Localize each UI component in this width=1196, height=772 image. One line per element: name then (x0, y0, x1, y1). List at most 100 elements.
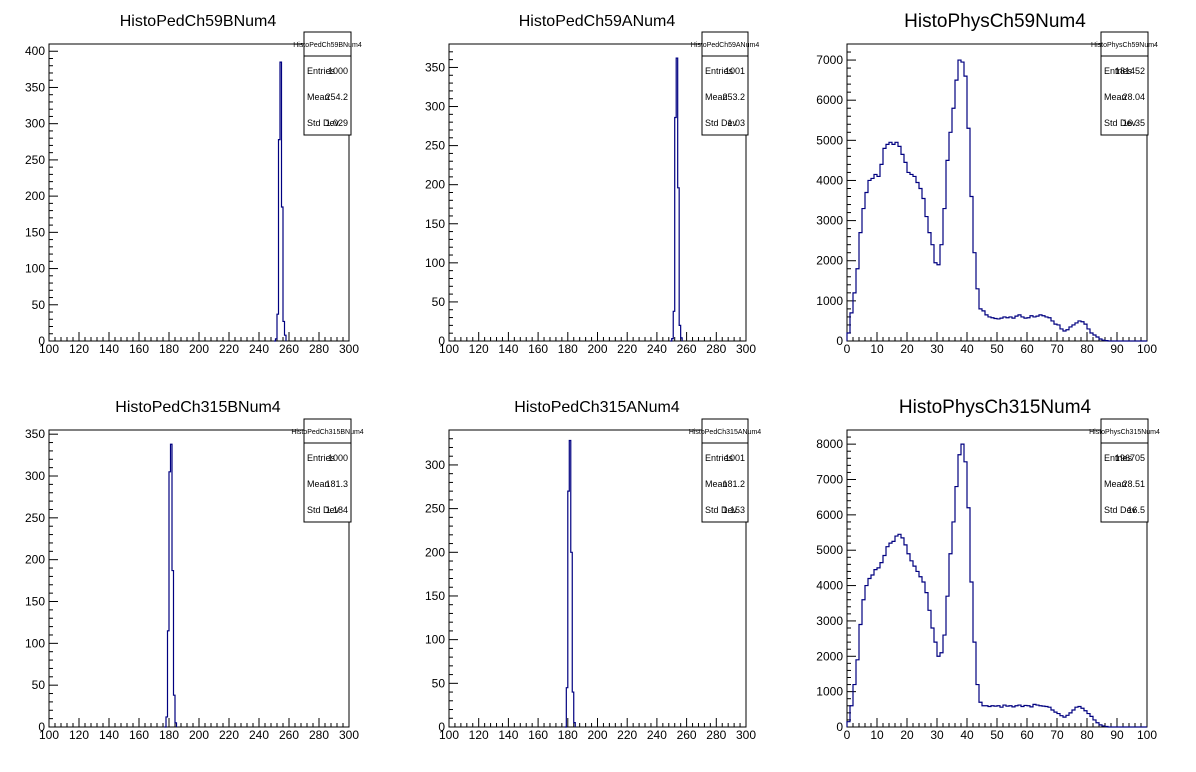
chart-title: HistoPedCh59BNum4 (120, 13, 277, 30)
plot-frame (448, 429, 747, 728)
y-tick-label: 6000 (816, 93, 843, 107)
stats-value: 16.5 (1127, 505, 1145, 515)
x-tick-label: 220 (219, 342, 239, 356)
x-tick-label: 260 (279, 342, 299, 356)
y-tick-label: 1000 (816, 294, 843, 308)
x-tick-label: 140 (498, 728, 518, 742)
x-tick-label: 260 (677, 728, 697, 742)
y-tick-label: 100 (25, 636, 45, 650)
stats-box-frame (1100, 31, 1149, 136)
x-tick-label: 140 (498, 342, 518, 356)
x-tick-label: 280 (706, 728, 726, 742)
x-tick-label: 40 (960, 728, 974, 742)
stats-value: 1001 (725, 66, 745, 76)
x-tick-label: 50 (990, 728, 1004, 742)
x-tick-label: 50 (990, 342, 1004, 356)
x-tick-label: 100 (39, 728, 59, 742)
y-tick-label: 300 (425, 458, 445, 472)
y-tick-label: 350 (425, 60, 445, 74)
x-tick-label: 180 (558, 342, 578, 356)
y-tick-label: 350 (25, 80, 45, 94)
x-tick-label: 120 (469, 342, 489, 356)
x-tick-label: 100 (1137, 342, 1157, 356)
stats-box-frame (303, 418, 352, 523)
stats-value: 16.35 (1122, 118, 1145, 128)
stats-label: Std Dev (1104, 505, 1137, 515)
y-tick-label: 2000 (816, 254, 843, 268)
x-tick-label: 260 (677, 342, 697, 356)
x-tick-label: 240 (647, 342, 667, 356)
x-tick-label: 100 (39, 342, 59, 356)
y-tick-label: 100 (25, 262, 45, 276)
chart-title: HistoPedCh315BNum4 (115, 399, 281, 416)
x-tick-label: 60 (1020, 728, 1034, 742)
histogram-panel: HistoPedCh59ANum4 100 120 140 160 180 200 220 24… (425, 13, 759, 356)
x-tick-label: 180 (558, 728, 578, 742)
y-tick-label: 150 (425, 589, 445, 603)
histogram-line (846, 59, 1147, 342)
stats-label: Std Dev (705, 505, 738, 515)
x-tick-label: 140 (99, 342, 119, 356)
chart-title: HistoPhysCh315Num4 (899, 397, 1092, 418)
x-tick-label: 160 (129, 342, 149, 356)
stats-value: 1.029 (325, 118, 348, 128)
y-tick-label: 200 (425, 178, 445, 192)
x-tick-label: 240 (647, 728, 667, 742)
histogram-line (274, 61, 287, 342)
x-tick-label: 70 (1050, 728, 1064, 742)
x-tick-label: 300 (736, 728, 756, 742)
histogram-line (564, 439, 576, 728)
histogram-panel: HistoPhysCh315Num4 0 10 20 30 40 50 60 70 80 90 100… (816, 397, 1160, 742)
chart-title: HistoPedCh59ANum4 (519, 13, 676, 30)
stats-value: 1.184 (325, 505, 348, 515)
x-tick-label: 280 (309, 342, 329, 356)
stats-label: Mean (307, 92, 330, 102)
y-tick-label: 150 (25, 595, 45, 609)
histogram-panel: HistoPedCh315BNum4 100 120 140 160 180 200 220 2… (25, 399, 364, 742)
y-tick-label: 200 (25, 189, 45, 203)
y-tick-label: 1000 (816, 685, 843, 699)
y-tick-label: 3000 (816, 214, 843, 228)
histogram-panel: HistoPedCh59BNum4 100 120 140 160 180 200 220 24… (25, 13, 362, 356)
stats-box-frame (701, 418, 749, 523)
x-tick-label: 160 (528, 728, 548, 742)
y-tick-label: 5000 (816, 133, 843, 147)
x-tick-label: 160 (528, 342, 548, 356)
x-tick-label: 240 (249, 342, 269, 356)
y-tick-label: 50 (32, 678, 46, 692)
y-tick-label: 0 (438, 720, 445, 734)
stats-label: Mean (307, 479, 330, 489)
x-tick-label: 200 (587, 728, 607, 742)
stats-value: 28.04 (1122, 92, 1145, 102)
x-tick-label: 120 (469, 728, 489, 742)
histogram-panel: HistoPedCh315ANum4 100 120 140 160 180 200 220 2… (425, 399, 761, 742)
x-tick-label: 100 (1137, 728, 1157, 742)
stats-label: Mean (1104, 479, 1127, 489)
stats-value: 28.51 (1122, 479, 1145, 489)
y-tick-label: 250 (25, 511, 45, 525)
x-tick-label: 280 (309, 728, 329, 742)
x-tick-label: 30 (930, 342, 944, 356)
x-tick-label: 300 (339, 342, 359, 356)
y-tick-label: 250 (425, 139, 445, 153)
x-tick-label: 280 (706, 342, 726, 356)
stats-label: Entries (307, 453, 336, 463)
x-tick-label: 100 (439, 342, 459, 356)
y-tick-label: 350 (25, 427, 45, 441)
x-tick-label: 300 (339, 728, 359, 742)
stats-value: 1000 (328, 453, 348, 463)
x-tick-label: 20 (900, 342, 914, 356)
stats-title: HistoPedCh59ANum4 (691, 42, 760, 49)
y-tick-label: 5000 (816, 543, 843, 557)
x-tick-label: 140 (99, 728, 119, 742)
stats-label: Entries (307, 66, 336, 76)
x-tick-label: 30 (930, 728, 944, 742)
stats-label: Std Dev (307, 505, 340, 515)
y-tick-label: 300 (25, 469, 45, 483)
stats-value: 181452 (1115, 66, 1145, 76)
x-tick-label: 180 (159, 728, 179, 742)
histogram-line (670, 57, 683, 342)
